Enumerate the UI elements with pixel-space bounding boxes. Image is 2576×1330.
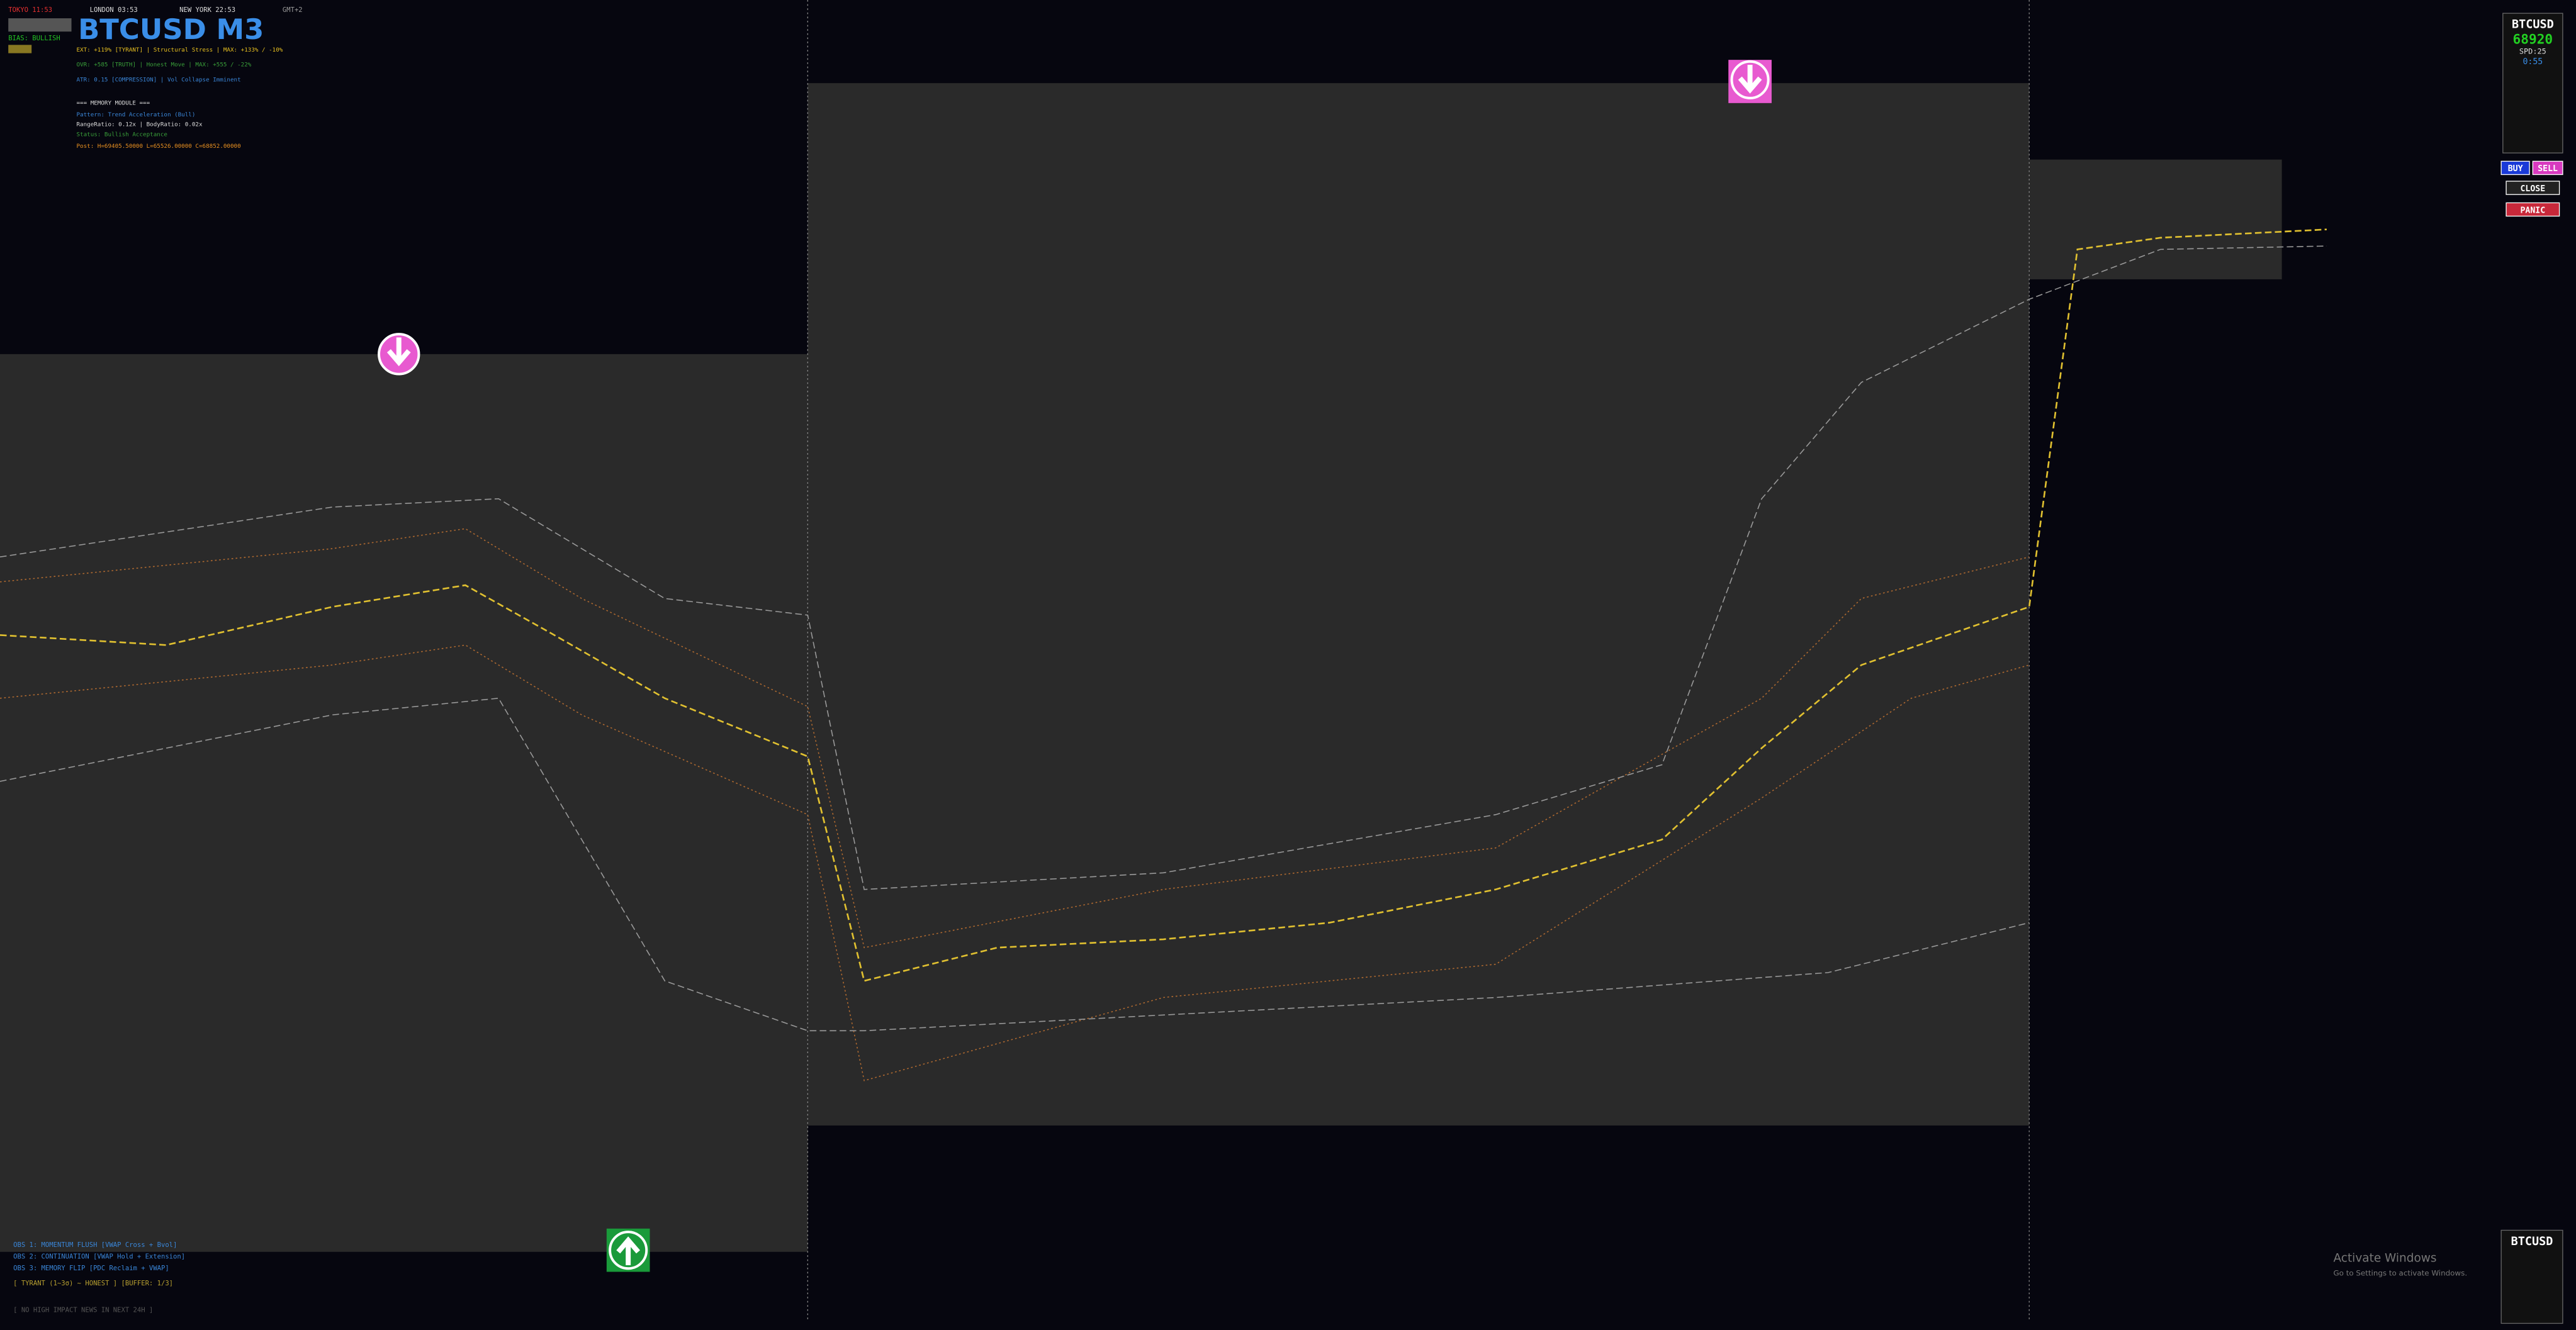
vwap: [0, 228, 2327, 982]
panel-symbol: BTCUSD: [2512, 18, 2554, 31]
band: [0, 245, 2327, 890]
account-panel: [2500, 1229, 2563, 1324]
memory: Status: Bullish Acceptance: [76, 131, 167, 138]
close-button[interactable]: [2506, 181, 2560, 195]
panel-spread: SPD:25: [2519, 47, 2546, 55]
sell-signal: [1728, 60, 1772, 103]
bias: BIAS: BULLISH: [8, 35, 60, 42]
buy-signal: [606, 1228, 650, 1272]
sell-label: SELL: [2538, 164, 2558, 174]
zone: [0, 354, 808, 1252]
memory: === MEMORY MODULE ===: [76, 99, 150, 106]
session: LONDON 03:53: [90, 6, 138, 14]
info-panel: [2502, 13, 2563, 154]
note: [ NO HIGH IMPACT NEWS IN NEXT 24H ]: [13, 1306, 153, 1314]
memory: Post: H=69405.50000 L=65526.00000 C=6885…: [76, 143, 240, 150]
stat: EXT: +119% [TYRANT] | Structural Stress …: [76, 47, 283, 53]
note: OBS 1: MOMENTUM FLUSH [VWAP Cross + Bvol…: [13, 1241, 177, 1249]
panic-label: PANIC: [2520, 206, 2545, 215]
sell-button[interactable]: [2532, 160, 2563, 176]
account-symbol: BTCUSD: [2511, 1235, 2553, 1248]
panel-timer: 0:55: [2523, 57, 2543, 67]
band: [0, 698, 2030, 1032]
buy-label: BUY: [2508, 164, 2523, 174]
buy-button[interactable]: [2500, 160, 2530, 176]
memory: RangeRatio: 0.12x | BodyRatio: 0.02x: [76, 121, 203, 128]
badge: [8, 18, 72, 32]
note: OBS 3: MEMORY FLIP [PDC Reclaim + VWAP]: [13, 1265, 169, 1272]
sell-signal: [378, 333, 420, 376]
panic-button[interactable]: [2506, 202, 2560, 217]
memory: Pattern: Trend Acceleration (Bull): [76, 111, 195, 118]
band: [0, 644, 2030, 1081]
stat: ATR: 0.15 [COMPRESSION] | Vol Collapse I…: [76, 76, 240, 83]
note: OBS 2: CONTINUATION [VWAP Hold + Extensi…: [13, 1253, 185, 1261]
session: NEW YORK 22:53: [179, 6, 235, 14]
symbol-title: BTCUSD M3: [78, 13, 264, 46]
watermark: Go to Settings to activate Windows.: [2333, 1269, 2467, 1278]
close-label: CLOSE: [2520, 184, 2545, 194]
stat: OVR: +585 [TRUTH] | Honest Move | MAX: +…: [76, 62, 251, 69]
panel-price: 68920: [2513, 31, 2553, 47]
watermark: Activate Windows: [2333, 1251, 2436, 1265]
session: TOKYO 11:53: [8, 6, 52, 14]
zone: [2029, 159, 2282, 279]
session: GMT+2: [283, 6, 303, 14]
zone: [807, 83, 2030, 1126]
band: [0, 528, 2030, 949]
badge: [8, 45, 32, 53]
note: [ TYRANT (1~3σ) ~ HONEST ] [BUFFER: 1/3]: [13, 1280, 173, 1287]
